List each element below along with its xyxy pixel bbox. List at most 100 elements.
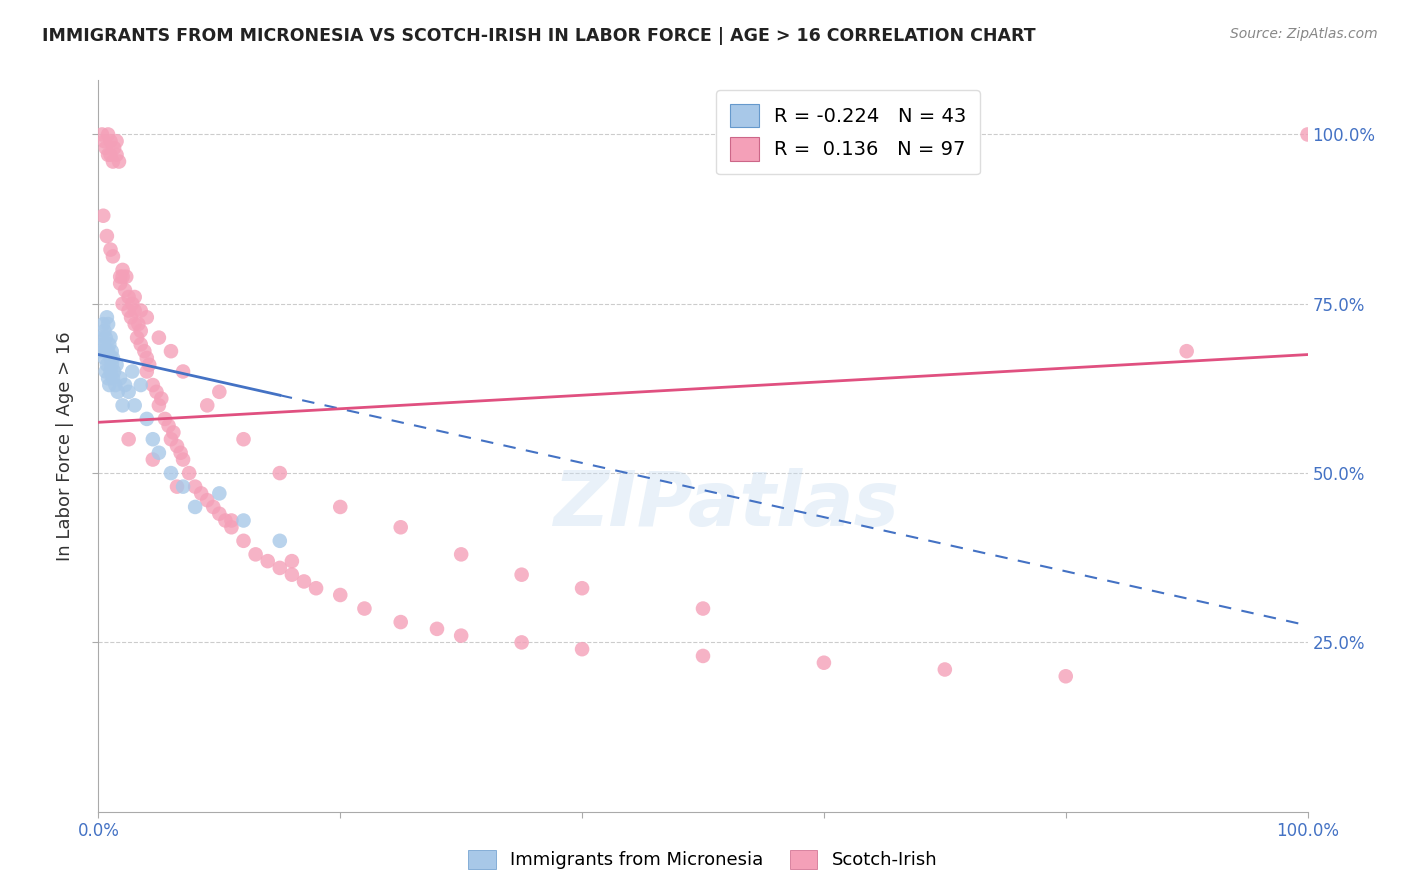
Point xyxy=(148,446,170,460)
Point xyxy=(118,290,141,304)
Point xyxy=(134,344,156,359)
Point xyxy=(124,303,146,318)
Point xyxy=(105,134,128,148)
Point xyxy=(101,371,124,385)
Legend: R = -0.224   N = 43, R =  0.136   N = 97: R = -0.224 N = 43, R = 0.136 N = 97 xyxy=(716,90,980,175)
Point xyxy=(208,507,231,521)
Point xyxy=(129,337,152,351)
Point xyxy=(108,277,131,291)
Point xyxy=(118,432,141,446)
Point xyxy=(138,358,160,372)
Point xyxy=(389,520,412,534)
Point xyxy=(121,364,143,378)
Point xyxy=(105,148,128,162)
Point xyxy=(96,310,118,325)
Point xyxy=(195,398,218,412)
Point xyxy=(1054,669,1077,683)
Point xyxy=(353,601,375,615)
Point xyxy=(160,466,183,480)
Point xyxy=(129,303,152,318)
Point xyxy=(108,154,131,169)
Point xyxy=(148,331,170,345)
Point xyxy=(129,324,152,338)
Point xyxy=(160,432,183,446)
Point xyxy=(105,358,128,372)
Point xyxy=(184,500,207,514)
Point xyxy=(172,452,194,467)
Point xyxy=(179,466,201,480)
Point xyxy=(195,493,218,508)
Point xyxy=(281,554,304,568)
Point xyxy=(97,148,120,162)
Point xyxy=(111,263,134,277)
Point xyxy=(104,378,127,392)
Point xyxy=(190,486,212,500)
Point xyxy=(91,209,114,223)
Point xyxy=(91,337,114,351)
Point xyxy=(93,324,115,338)
Point xyxy=(256,554,278,568)
Point xyxy=(127,317,149,331)
Point xyxy=(91,317,114,331)
Point xyxy=(269,533,291,548)
Point xyxy=(145,384,167,399)
Point xyxy=(150,392,173,406)
Point xyxy=(96,229,118,244)
Point xyxy=(100,351,122,365)
Point xyxy=(96,358,118,372)
Point xyxy=(221,520,243,534)
Point xyxy=(111,269,134,284)
Point xyxy=(692,601,714,615)
Point xyxy=(1296,128,1319,142)
Point xyxy=(692,648,714,663)
Point xyxy=(97,371,120,385)
Point xyxy=(934,663,956,677)
Point xyxy=(160,344,183,359)
Point xyxy=(269,561,291,575)
Point xyxy=(329,588,352,602)
Point xyxy=(93,344,115,359)
Point xyxy=(93,134,115,148)
Point xyxy=(100,331,122,345)
Point xyxy=(329,500,352,514)
Point xyxy=(108,269,131,284)
Point xyxy=(94,141,117,155)
Point xyxy=(91,128,114,142)
Point xyxy=(111,398,134,412)
Point xyxy=(148,398,170,412)
Point xyxy=(214,514,236,528)
Point xyxy=(115,269,138,284)
Point xyxy=(124,290,146,304)
Text: IMMIGRANTS FROM MICRONESIA VS SCOTCH-IRISH IN LABOR FORCE | AGE > 16 CORRELATION: IMMIGRANTS FROM MICRONESIA VS SCOTCH-IRI… xyxy=(42,27,1036,45)
Point xyxy=(221,514,243,528)
Point xyxy=(100,148,122,162)
Point xyxy=(166,439,188,453)
Point xyxy=(97,128,120,142)
Point xyxy=(101,351,124,365)
Point xyxy=(269,466,291,480)
Point xyxy=(91,331,114,345)
Point xyxy=(98,378,121,392)
Point xyxy=(305,581,328,595)
Point xyxy=(111,297,134,311)
Point xyxy=(142,432,165,446)
Point xyxy=(157,418,180,433)
Point xyxy=(172,364,194,378)
Point xyxy=(118,384,141,399)
Point xyxy=(93,351,115,365)
Point xyxy=(510,635,533,649)
Point xyxy=(129,378,152,392)
Point xyxy=(100,134,122,148)
Point xyxy=(232,533,254,548)
Point xyxy=(450,629,472,643)
Point xyxy=(281,567,304,582)
Point xyxy=(100,358,122,372)
Point xyxy=(135,351,157,365)
Point xyxy=(108,371,131,385)
Point xyxy=(389,615,412,629)
Point xyxy=(135,412,157,426)
Point xyxy=(124,398,146,412)
Point xyxy=(103,364,125,378)
Point xyxy=(94,364,117,378)
Point xyxy=(208,384,231,399)
